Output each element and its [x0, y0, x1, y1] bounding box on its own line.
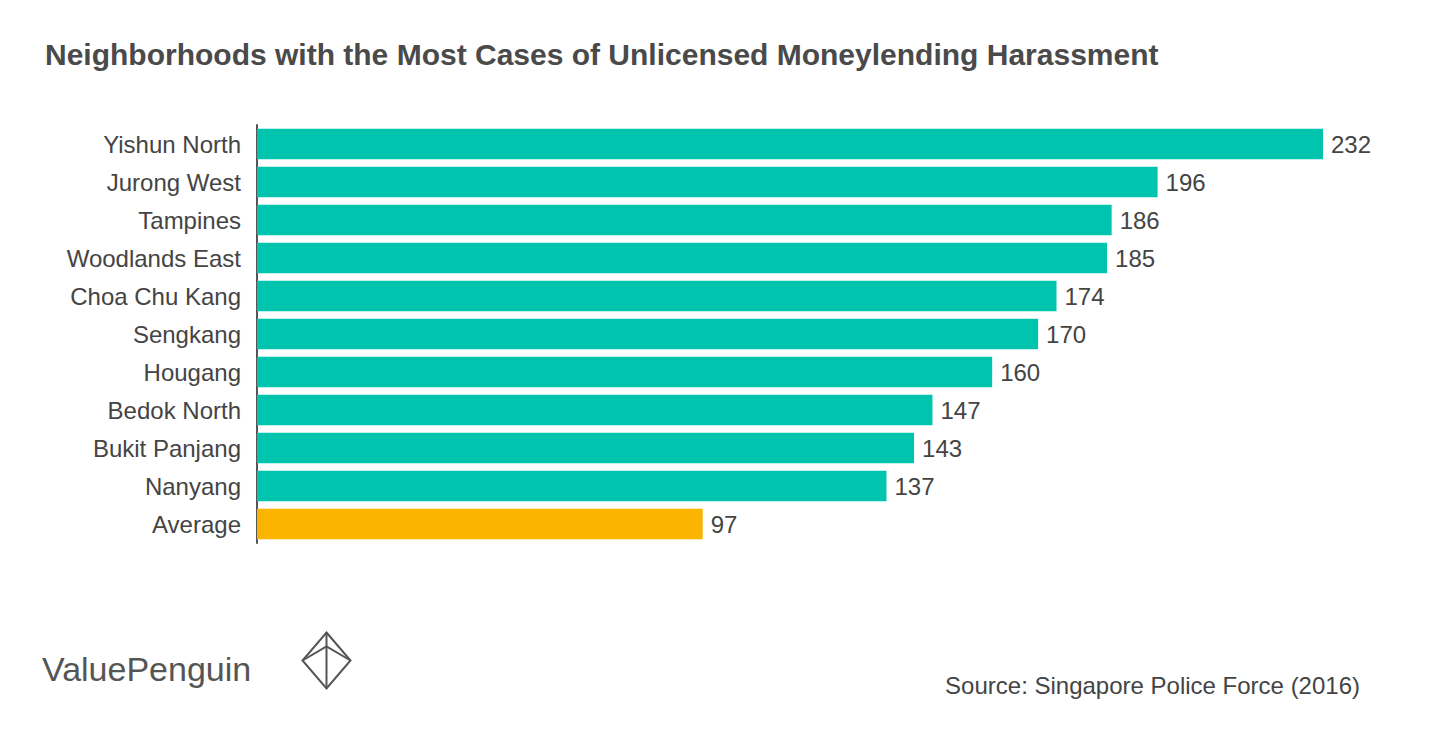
svg-text:Neighborhoods with the Most Ca: Neighborhoods with the Most Cases of Unl… [45, 38, 1159, 71]
svg-text:170: 170 [1046, 321, 1086, 348]
svg-text:ValuePenguin: ValuePenguin [42, 650, 251, 688]
svg-text:97: 97 [711, 511, 738, 538]
svg-text:196: 196 [1166, 169, 1206, 196]
svg-text:143: 143 [922, 435, 962, 462]
svg-text:Source: Singapore Police Force: Source: Singapore Police Force (2016) [945, 672, 1360, 699]
svg-text:Jurong West: Jurong West [107, 169, 242, 196]
svg-text:185: 185 [1115, 245, 1155, 272]
svg-text:Hougang: Hougang [144, 359, 241, 386]
svg-text:137: 137 [894, 473, 934, 500]
svg-text:Yishun North: Yishun North [103, 131, 241, 158]
svg-text:174: 174 [1065, 283, 1105, 310]
svg-text:Average: Average [152, 511, 241, 538]
svg-text:Tampines: Tampines [138, 207, 241, 234]
svg-text:147: 147 [940, 397, 980, 424]
svg-text:Nanyang: Nanyang [145, 473, 241, 500]
svg-text:Bedok North: Bedok North [108, 397, 241, 424]
svg-text:160: 160 [1000, 359, 1040, 386]
svg-text:232: 232 [1331, 131, 1371, 158]
svg-text:Bukit Panjang: Bukit Panjang [93, 435, 241, 462]
svg-text:Woodlands East: Woodlands East [67, 245, 242, 272]
svg-text:186: 186 [1120, 207, 1160, 234]
svg-text:Choa Chu Kang: Choa Chu Kang [70, 283, 241, 310]
svg-text:Sengkang: Sengkang [133, 321, 241, 348]
